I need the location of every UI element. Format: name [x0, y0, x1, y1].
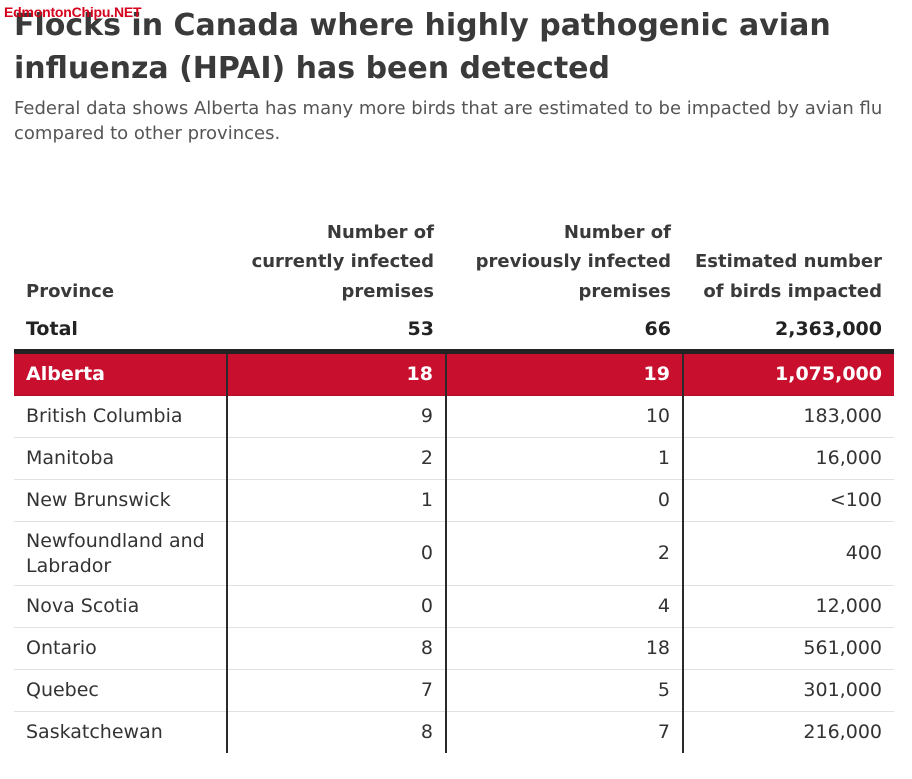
chart-title: Flocks in Canada where highly pathogenic…	[14, 8, 831, 86]
total-previous: 66	[446, 309, 683, 354]
table-row: British Columbia 9 10 183,000	[14, 395, 894, 438]
table-row: Quebec 7 5 301,000	[14, 669, 894, 712]
cell-province: Quebec	[14, 669, 227, 712]
cell-previous: 1	[445, 437, 683, 480]
cell-current: 2	[226, 437, 446, 480]
cell-current: 18	[226, 351, 446, 396]
cell-province: Newfoundland and Labrador	[14, 521, 227, 586]
cell-birds: 183,000	[682, 395, 894, 438]
cell-province: Nova Scotia	[14, 585, 227, 628]
cell-birds: 301,000	[682, 669, 894, 712]
table-row: New Brunswick 1 0 <100	[14, 479, 894, 522]
cell-previous: 4	[445, 585, 683, 628]
cell-previous: 10	[445, 395, 683, 438]
header-row: Province Number of currently infected pr…	[14, 186, 894, 309]
cell-birds: 16,000	[682, 437, 894, 480]
cell-previous: 2	[445, 521, 683, 586]
cell-previous: 7	[445, 711, 683, 753]
cell-province: New Brunswick	[14, 479, 227, 522]
cell-current: 0	[226, 521, 446, 586]
cell-province: Ontario	[14, 627, 227, 670]
cell-previous: 0	[445, 479, 683, 522]
table-row: Manitoba 2 1 16,000	[14, 437, 894, 480]
cell-province: Manitoba	[14, 437, 227, 480]
cell-birds: 561,000	[682, 627, 894, 670]
cell-birds: 1,075,000	[682, 351, 894, 396]
table-row: Saskatchewan 8 7 216,000	[14, 711, 894, 753]
cell-previous: 18	[445, 627, 683, 670]
cell-birds: 216,000	[682, 711, 894, 753]
cell-province: British Columbia	[14, 395, 227, 438]
table-body: Alberta 18 19 1,075,000 British Columbia 9 10 1…	[14, 351, 894, 753]
cell-previous: 5	[445, 669, 683, 712]
cell-current: 8	[226, 711, 446, 753]
cell-current: 1	[226, 479, 446, 522]
cell-birds: <100	[682, 479, 894, 522]
cell-current: 7	[226, 669, 446, 712]
total-label: Total	[14, 309, 227, 354]
table-row: Newfoundland and Labrador 0 2 400	[14, 521, 894, 586]
cell-province: Saskatchewan	[26, 721, 163, 743]
cell-birds: 12,000	[682, 585, 894, 628]
total-birds: 2,363,000	[683, 309, 894, 354]
cell-current: 0	[226, 585, 446, 628]
cell-previous: 19	[445, 351, 683, 396]
total-row: Total 53 66 2,363,000	[14, 309, 894, 354]
watermark-text: EdmontonChipu.NET	[4, 4, 142, 20]
column-header-birds: Estimated number of birds impacted	[695, 251, 883, 302]
cell-province: Alberta	[14, 351, 227, 396]
chart-subtitle: Federal data shows Alberta has many more…	[14, 98, 883, 144]
cell-birds: 400	[682, 521, 894, 586]
hpai-data-table: Province Number of currently infected pr…	[14, 186, 894, 753]
table-row: Alberta 18 19 1,075,000	[14, 351, 894, 396]
table-header: Province Number of currently infected pr…	[14, 186, 894, 354]
table-row: Nova Scotia 0 4 12,000	[14, 585, 894, 628]
column-header-province: Province	[26, 280, 115, 302]
column-header-previous: Number of previously infected premises	[475, 221, 671, 302]
column-header-current: Number of currently infected premises	[251, 221, 434, 302]
cell-current: 8	[226, 627, 446, 670]
total-current: 53	[227, 309, 446, 354]
table-row: Ontario 8 18 561,000	[14, 627, 894, 670]
cell-current: 9	[226, 395, 446, 438]
